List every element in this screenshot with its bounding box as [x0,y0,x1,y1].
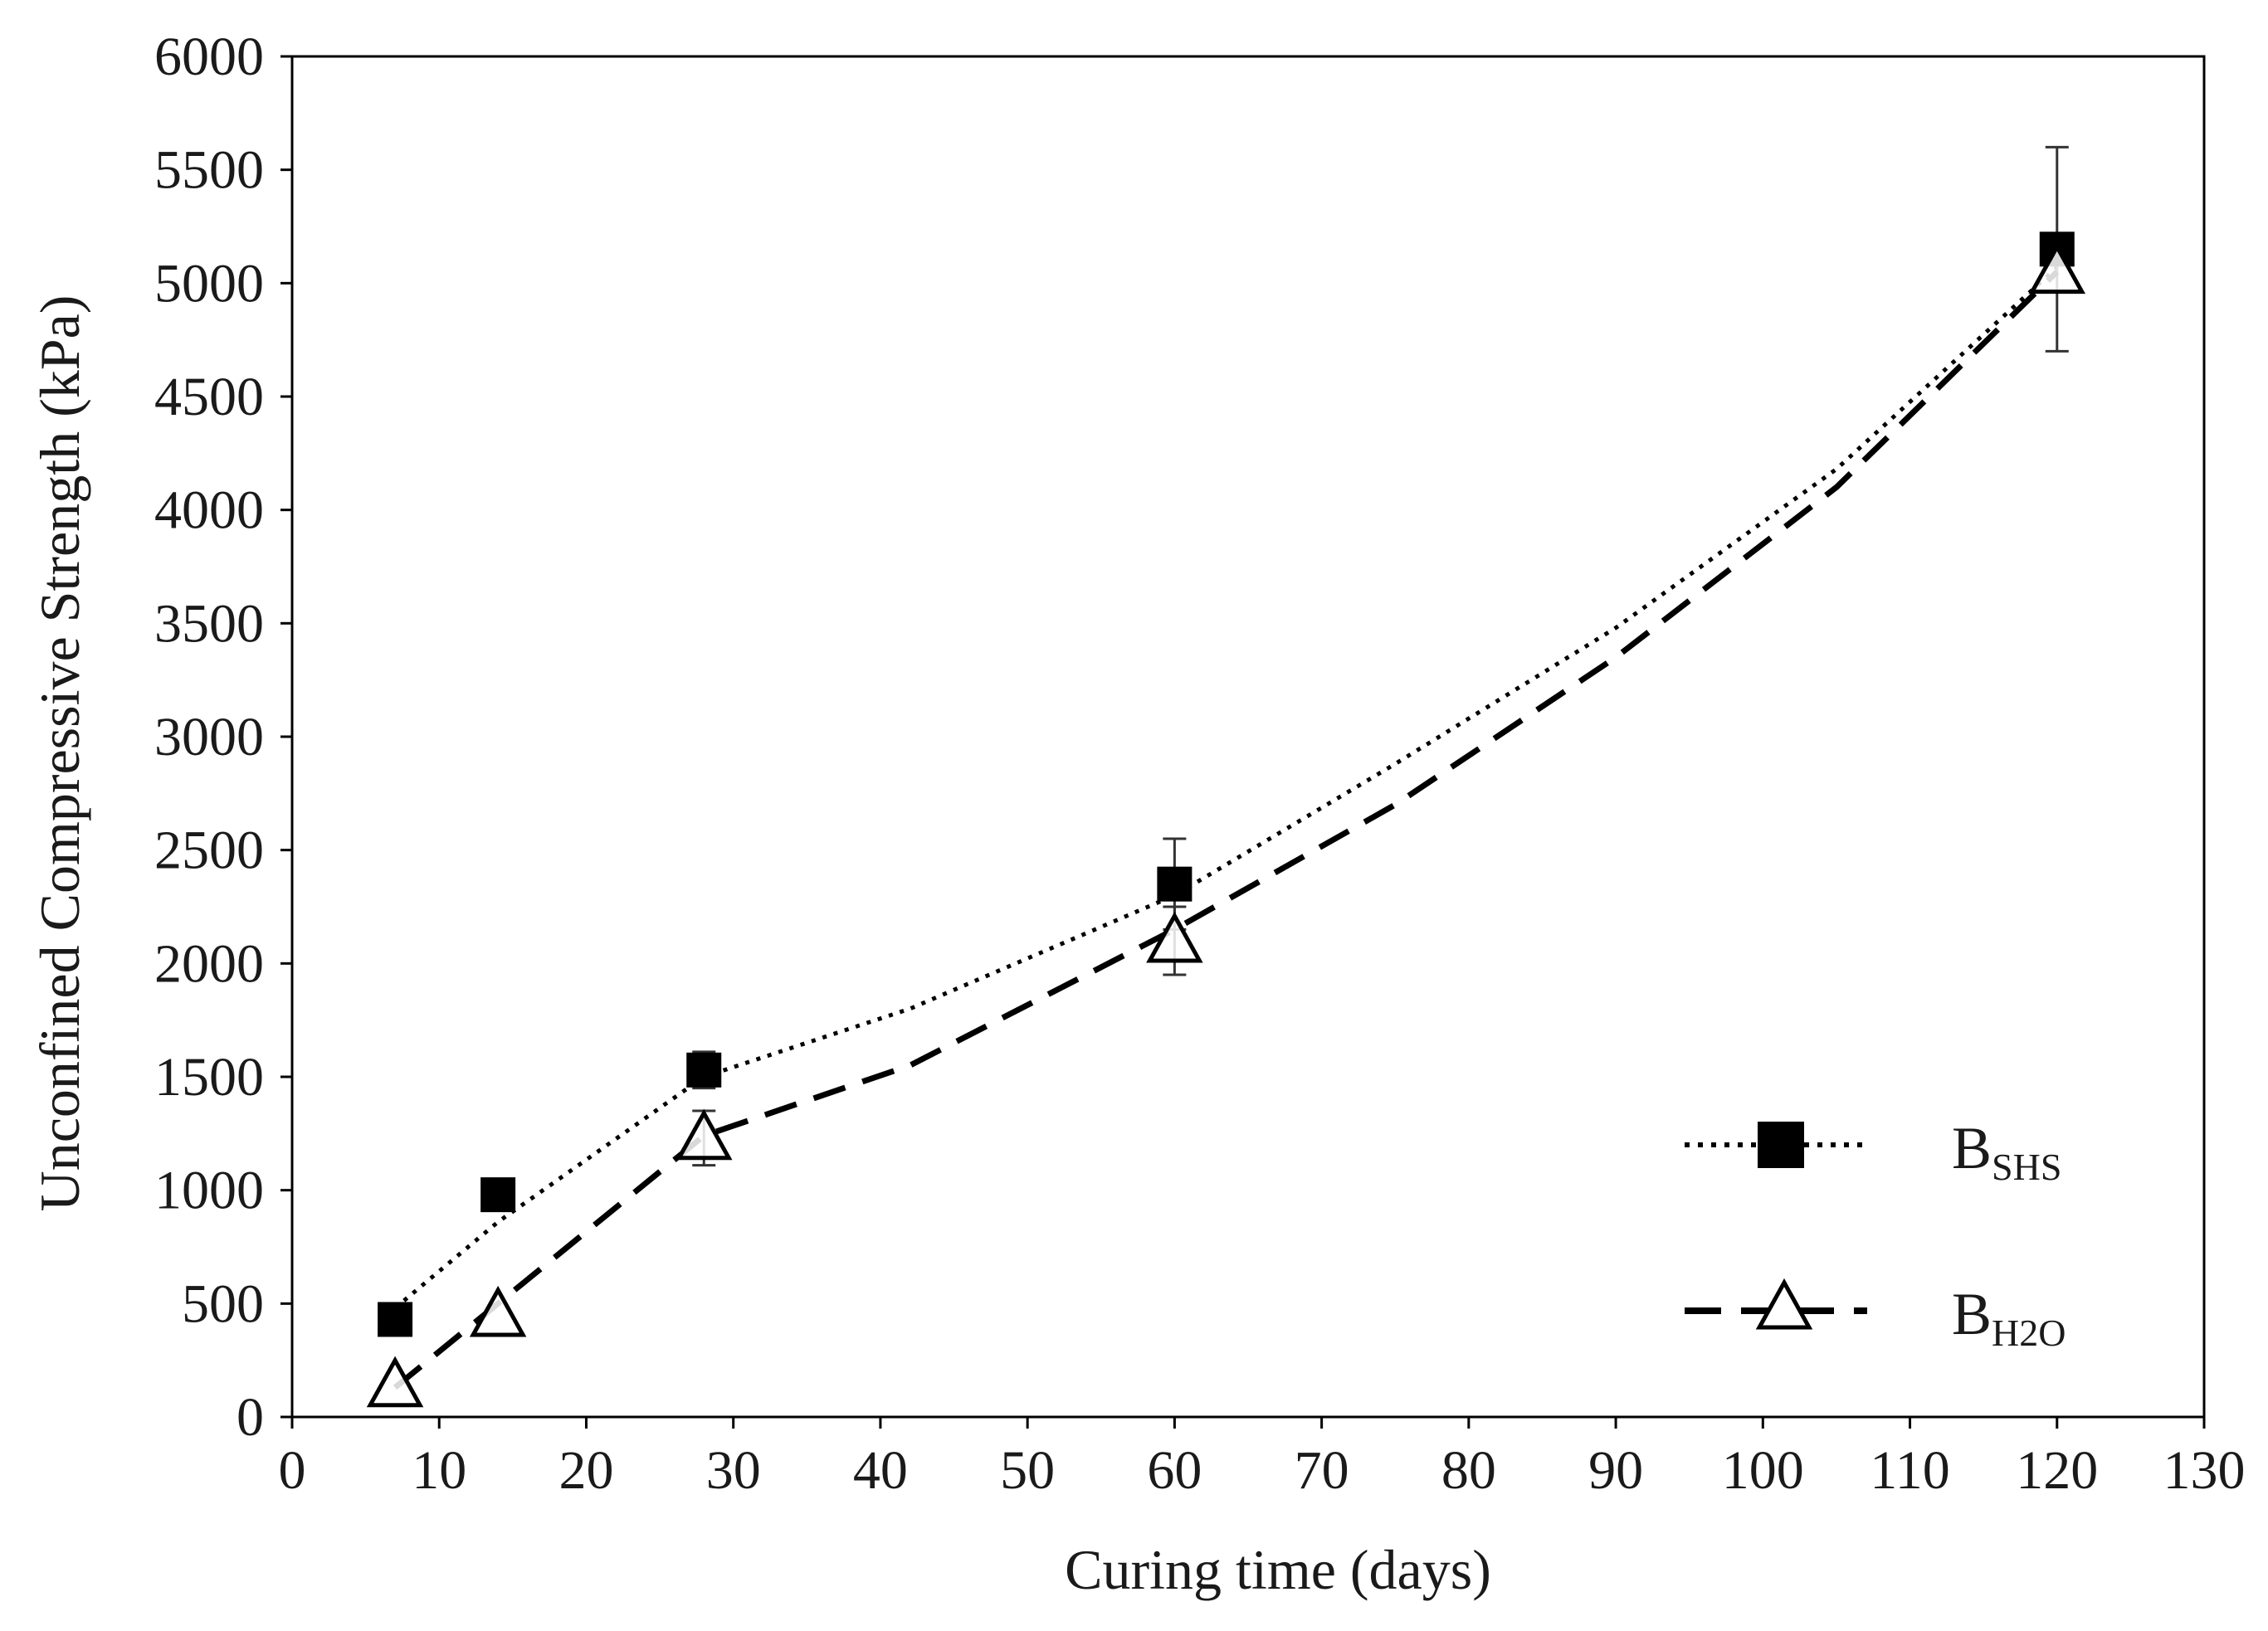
legend-label-bshs-sub: SHS [1992,1146,2061,1188]
series-bshs-point [378,1302,413,1337]
y-tick-label: 4500 [154,367,264,427]
legend-label-bshs-base: B [1952,1115,1992,1181]
y-tick-label: 3000 [154,707,264,767]
y-tick-label: 4000 [154,480,264,541]
x-tick-label: 110 [1870,1440,1950,1501]
legend-marker-bshs [1758,1122,1804,1168]
x-tick-label: 130 [2163,1440,2246,1501]
y-tick-label: 500 [182,1273,264,1334]
y-tick-label: 2500 [154,820,264,881]
series-bh2o-point [469,1285,527,1337]
x-tick-label: 0 [279,1440,306,1501]
series-bshs-point [686,1052,722,1088]
x-tick-label: 120 [2016,1440,2098,1501]
x-tick-label: 60 [1147,1440,1202,1501]
x-tick-label: 40 [853,1440,908,1501]
legend-item-bh2o: BH2O [1685,1278,2066,1354]
series-bshs [378,145,2075,1337]
y-tick-label: 6000 [154,27,264,87]
series-bh2o-point [366,1356,424,1408]
y-tick-label: 3500 [154,593,264,654]
series-bshs-point [1157,866,1193,902]
legend-marker-bh2o [1755,1278,1813,1330]
y-tick-label: 0 [237,1387,264,1448]
legend-label-bh2o-sub: H2O [1992,1312,2066,1354]
series-bh2o [366,242,2086,1408]
y-tick-label: 5000 [154,253,264,314]
series-bshs-line [393,265,2059,1310]
series-bshs-point [480,1177,516,1213]
y-tick-label: 1500 [154,1047,264,1108]
axes [290,55,2206,1419]
y-tick-label: 2000 [154,933,264,994]
series-bh2o-point [675,1108,733,1161]
series-bh2o-line [393,270,2060,1390]
ticks: 0 10 20 30 40 50 60 70 80 90 100 110 120 130 0 500 1000 1… [154,27,2246,1501]
x-tick-label: 50 [1000,1440,1055,1501]
x-tick-label: 10 [412,1440,466,1501]
legend-label-bh2o: BH2O [1952,1281,2066,1354]
x-tick-label: 80 [1441,1440,1496,1501]
plot-frame [290,55,2206,1419]
x-tick-label: 100 [1722,1440,1804,1501]
x-tick-label: 30 [706,1440,761,1501]
legend: BSHS BH2O [1685,1115,2066,1354]
legend-label-bshs: BSHS [1952,1115,2061,1188]
x-tick-label: 70 [1295,1440,1349,1501]
y-axis-title: Unconfined Compressive Strength (kPa) [28,295,91,1212]
legend-item-bshs: BSHS [1685,1115,2061,1188]
y-tick-label: 1000 [154,1161,264,1221]
x-axis-title: Curing time (days) [1065,1538,1491,1601]
series [366,145,2086,1408]
y-tick-label: 5500 [154,140,264,201]
x-tick-label: 90 [1588,1440,1643,1501]
series-bh2o-point [1146,911,1203,963]
legend-label-bh2o-base: B [1952,1281,1992,1347]
series-bh2o-point [2028,242,2086,295]
x-tick-label: 20 [558,1440,613,1501]
